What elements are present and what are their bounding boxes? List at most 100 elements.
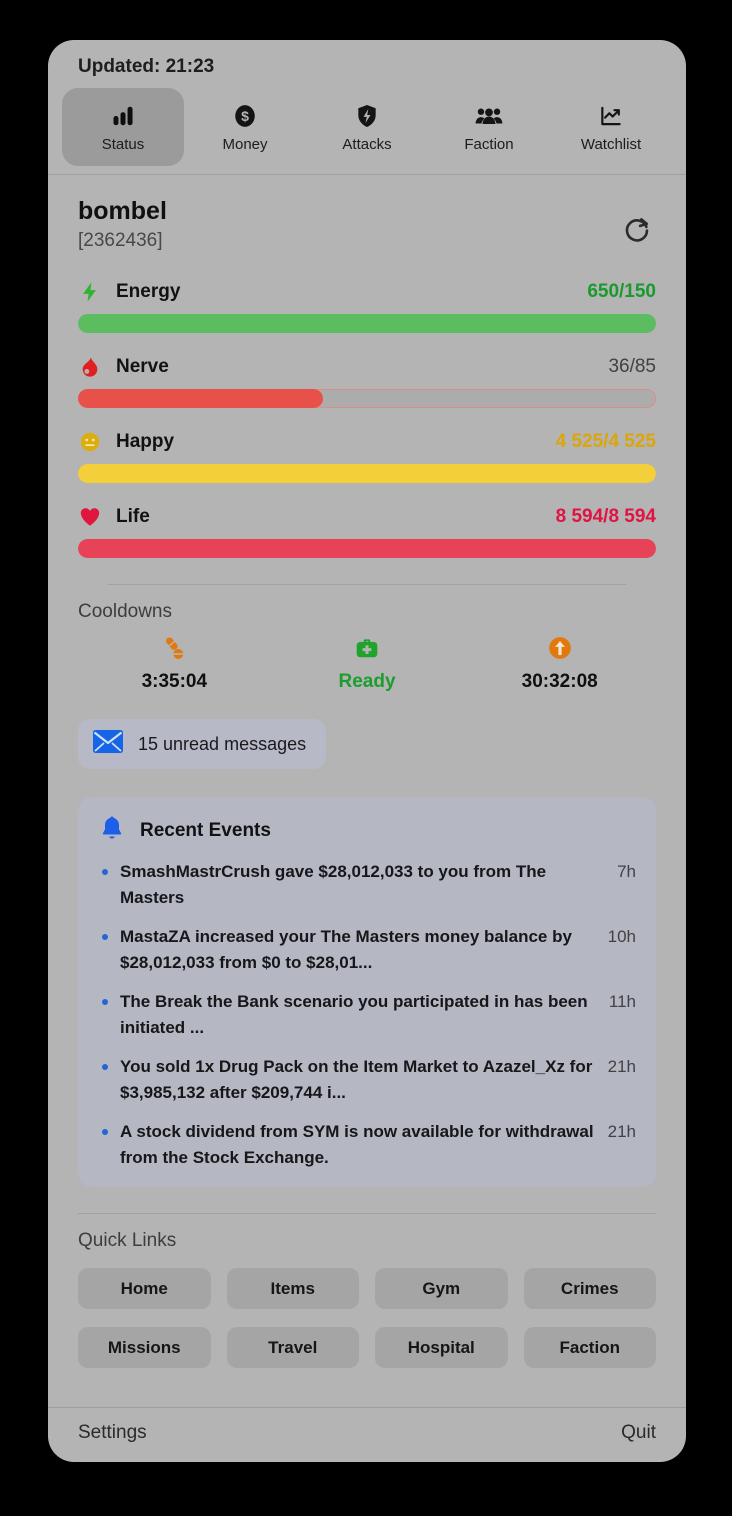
stat-row-happy: Happy 4 525/4 525 — [78, 430, 656, 454]
cooldown-booster: 30:32:08 — [463, 635, 656, 693]
stat-value: 650/150 — [587, 281, 656, 302]
tab-money[interactable]: $ Money — [184, 88, 306, 166]
stat-value: 4 525/4 525 — [555, 431, 656, 452]
stat-row-energy: Energy 650/150 — [78, 280, 656, 304]
booster-icon — [547, 635, 573, 666]
quick-link-faction[interactable]: Faction — [523, 1327, 656, 1368]
quick-link-gym[interactable]: Gym — [375, 1268, 508, 1309]
recent-events-header: Recent Events — [100, 815, 636, 846]
event-time: 10h — [607, 927, 636, 946]
quick-link-crimes[interactable]: Crimes — [523, 1268, 656, 1309]
stat-label: Energy — [116, 281, 181, 302]
envelope-icon — [92, 729, 124, 759]
tab-label: Watchlist — [580, 135, 642, 153]
divider — [108, 584, 626, 585]
smiley-icon — [78, 430, 102, 454]
updated-timestamp: Updated: 21:23 — [78, 56, 215, 77]
event-row[interactable]: MastaZA increased your The Masters money… — [100, 924, 636, 976]
life-bar-fill — [78, 539, 656, 558]
pills-icon — [161, 635, 187, 666]
event-row[interactable]: The Break the Bank scenario you particip… — [100, 989, 636, 1041]
tab-attacks[interactable]: Attacks — [306, 88, 428, 166]
player-name: bombel — [78, 197, 167, 225]
booster-cooldown-time: 30:32:08 — [521, 671, 598, 692]
event-text: SmashMastrCrush gave $28,012,033 to you … — [120, 862, 547, 907]
quit-button[interactable]: Quit — [621, 1422, 656, 1443]
tab-bar: Status $ Money Attacks Faction Watchlist — [62, 88, 672, 166]
profile-header: bombel [2362436] — [78, 197, 656, 252]
drug-cooldown-time: 3:35:04 — [141, 671, 208, 692]
bullet-dot-icon — [102, 1064, 108, 1070]
refresh-button[interactable] — [620, 213, 654, 247]
event-text: MastaZA increased your The Masters money… — [120, 927, 572, 972]
quick-link-missions[interactable]: Missions — [78, 1327, 211, 1368]
flame-icon — [78, 355, 102, 379]
energy-bar-fill — [78, 314, 656, 333]
quick-links-grid: Home Items Gym Crimes Missions Travel Ho… — [78, 1268, 656, 1368]
event-text: A stock dividend from SYM is now availab… — [120, 1122, 594, 1167]
bullet-dot-icon — [102, 1129, 108, 1135]
divider — [78, 1213, 656, 1214]
tab-status[interactable]: Status — [62, 88, 184, 166]
tab-label: Faction — [464, 135, 514, 153]
event-text: The Break the Bank scenario you particip… — [120, 992, 588, 1037]
medkit-icon — [354, 635, 380, 666]
quick-link-items[interactable]: Items — [226, 1268, 359, 1309]
quick-link-hospital[interactable]: Hospital — [375, 1327, 508, 1368]
stat-label: Happy — [116, 431, 175, 452]
tab-label: Money — [222, 135, 268, 153]
cooldowns-title: Cooldowns — [78, 601, 172, 622]
life-bar — [78, 539, 656, 558]
event-time: 21h — [607, 1122, 636, 1141]
nerve-bar — [78, 389, 656, 408]
footer-bar: Settings Quit — [48, 1407, 686, 1462]
event-row[interactable]: A stock dividend from SYM is now availab… — [100, 1119, 636, 1171]
happy-bar — [78, 464, 656, 483]
tab-label: Attacks — [342, 135, 392, 153]
stat-value: 8 594/8 594 — [555, 506, 656, 527]
status-panel: bombel [2362436] Energy 650/150 Nerve 36… — [48, 175, 686, 1368]
stat-label: Nerve — [116, 356, 169, 377]
cooldown-drug: 3:35:04 — [78, 635, 271, 693]
energy-bar — [78, 314, 656, 333]
recent-events-card: Recent Events SmashMastrCrush gave $28,0… — [78, 797, 656, 1187]
event-text: You sold 1x Drug Pack on the Item Market… — [120, 1057, 593, 1102]
player-id: [2362436] — [78, 230, 163, 251]
nerve-bar-fill — [78, 389, 324, 408]
status-popover: Updated: 21:23 Status $ Money Attacks Fa… — [48, 40, 686, 1462]
event-time: 21h — [607, 1057, 636, 1076]
stat-label: Life — [116, 506, 150, 527]
people-icon — [474, 102, 504, 130]
stat-value: 36/85 — [608, 356, 656, 377]
medical-cooldown-status: Ready — [338, 671, 396, 692]
unread-messages-button[interactable]: 15 unread messages — [78, 719, 327, 769]
event-time: 11h — [608, 992, 636, 1011]
bolt-icon — [78, 280, 102, 304]
cooldown-medical: Ready — [271, 635, 464, 693]
event-row[interactable]: You sold 1x Drug Pack on the Item Market… — [100, 1054, 636, 1106]
divider — [48, 174, 686, 175]
bullet-dot-icon — [102, 869, 108, 875]
trend-chart-icon — [598, 102, 624, 130]
svg-text:$: $ — [241, 107, 249, 123]
unread-messages-label: 15 unread messages — [138, 733, 307, 754]
bullet-dot-icon — [102, 999, 108, 1005]
event-time: 7h — [617, 862, 636, 881]
recent-events-title: Recent Events — [140, 819, 271, 841]
quick-link-home[interactable]: Home — [78, 1268, 211, 1309]
shield-bolt-icon — [354, 102, 380, 130]
bullet-dot-icon — [102, 934, 108, 940]
quick-link-travel[interactable]: Travel — [226, 1327, 359, 1368]
quick-links-title: Quick Links — [78, 1230, 177, 1251]
bar-chart-icon — [110, 102, 136, 130]
happy-bar-fill — [78, 464, 656, 483]
dollar-circle-icon: $ — [232, 102, 258, 130]
stat-row-life: Life 8 594/8 594 — [78, 505, 656, 529]
event-row[interactable]: SmashMastrCrush gave $28,012,033 to you … — [100, 859, 636, 911]
tab-watchlist[interactable]: Watchlist — [550, 88, 672, 166]
tab-faction[interactable]: Faction — [428, 88, 550, 166]
cooldowns-row: 3:35:04 Ready 30:32:08 — [78, 635, 656, 693]
bell-icon — [100, 815, 124, 846]
stat-row-nerve: Nerve 36/85 — [78, 355, 656, 379]
settings-button[interactable]: Settings — [78, 1422, 147, 1443]
